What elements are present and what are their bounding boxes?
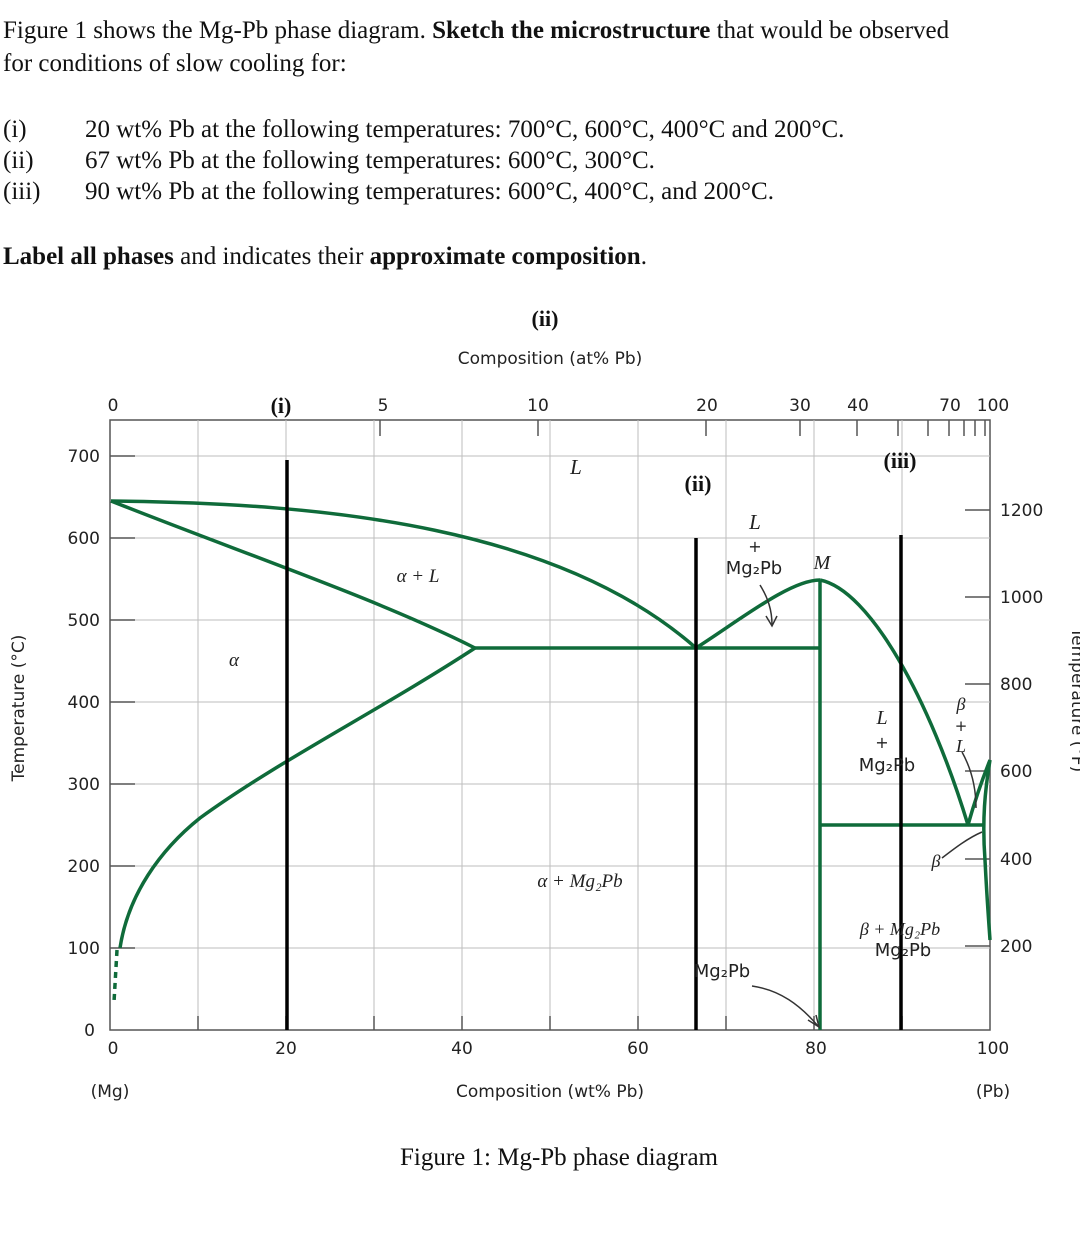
top-tick-label: 30 xyxy=(789,396,811,416)
arrow-l-mg2pb xyxy=(759,584,773,626)
label-text: and indicates their xyxy=(173,243,370,270)
mg2pb-line-label: Mg₂Pb xyxy=(694,961,750,982)
region-label-plus-right: + xyxy=(875,733,888,752)
bottom-axis-title: Composition (wt% Pb) xyxy=(456,1082,644,1102)
figure-caption: Figure 1: Mg-Pb phase diagram xyxy=(400,1144,719,1171)
region-label-beta-mg2pb: β + Mg₂Pb xyxy=(859,919,940,939)
arrows xyxy=(751,584,983,1029)
solvus-alpha-dashed xyxy=(112,949,119,1003)
mg-end-label: (Mg) xyxy=(91,1082,130,1102)
pb-end-label: (Pb) xyxy=(976,1082,1010,1102)
top-tick-label: 70 xyxy=(939,396,961,416)
region-label-l-right: L xyxy=(875,707,887,729)
top-tick-label: 0 xyxy=(108,396,119,416)
item-text: 20 wt% Pb at the following temperatures:… xyxy=(85,116,845,143)
right-tick-label: 800 xyxy=(1000,675,1032,695)
arrow-beta xyxy=(941,831,983,859)
right-tick-label: 200 xyxy=(1000,937,1032,957)
left-tick-label: 0 xyxy=(84,1021,95,1041)
composition-markers xyxy=(285,460,903,1030)
right-tick-label: 1000 xyxy=(1000,588,1043,608)
top-ticks xyxy=(379,420,986,436)
point-label-m: M xyxy=(813,552,832,574)
bottom-tick-label: 40 xyxy=(451,1039,473,1059)
bottom-tick-label: 60 xyxy=(627,1039,649,1059)
item-text: 90 wt% Pb at the following temperatures:… xyxy=(85,178,774,205)
marker-label-ii-top: (ii) xyxy=(532,306,559,331)
left-tick-label: 400 xyxy=(68,693,100,713)
top-tick-label: 20 xyxy=(696,396,718,416)
region-label-alpha-liquid: α + L xyxy=(397,566,440,587)
bottom-tick-label: 20 xyxy=(275,1039,297,1059)
region-label-beta-plus: + xyxy=(955,717,968,735)
intro-line-1: Figure 1 shows the Mg-Pb phase diagram. … xyxy=(3,14,1080,47)
region-label-mg2pb-right: Mg₂Pb xyxy=(859,755,915,776)
region-label-beta-solid: β xyxy=(931,851,941,871)
label-bold-1: Label all phases xyxy=(3,243,174,270)
solvus-beta xyxy=(982,759,992,941)
left-tick-label: 600 xyxy=(68,529,100,549)
intro-text-2: that would be observed xyxy=(710,17,950,44)
intro-text-1: Figure 1 shows the Mg-Pb phase diagram. xyxy=(3,17,433,44)
bottom-ticks xyxy=(197,1016,903,1030)
arrowhead xyxy=(807,1014,821,1029)
label-bold-2: approximate composition xyxy=(369,243,641,270)
bottom-tick-label: 100 xyxy=(977,1039,1009,1059)
arrow-beta-l xyxy=(961,751,977,809)
region-label-plus: + xyxy=(748,537,761,556)
marker-label-ii: (ii) xyxy=(685,471,712,496)
marker-label-i: (i) xyxy=(271,393,292,418)
right-tick-label: 1200 xyxy=(1000,501,1043,521)
top-axis-title: Composition (at% Pb) xyxy=(458,349,643,369)
left-tick-label: 100 xyxy=(68,939,100,959)
item-text: 67 wt% Pb at the following temperatures:… xyxy=(85,147,655,174)
label-end: . xyxy=(640,243,647,270)
intro-line-2: for conditions of slow cooling for: xyxy=(3,50,347,77)
region-label-l: L xyxy=(748,510,761,534)
liquidus-mg2pb-right xyxy=(819,578,970,826)
bottom-tick-label: 0 xyxy=(108,1039,119,1059)
item-number: (ii) xyxy=(3,147,34,174)
top-tick-label: 100 xyxy=(977,396,1009,416)
left-tick-label: 200 xyxy=(68,857,100,877)
left-ticks xyxy=(110,455,135,949)
arrow-mg2pb xyxy=(751,985,819,1027)
bottom-tick-label: 80 xyxy=(805,1039,827,1059)
item-number: (iii) xyxy=(3,178,41,205)
top-tick-label: 5 xyxy=(378,396,389,416)
liquidus-left xyxy=(110,499,698,650)
solidus-left xyxy=(110,499,476,650)
left-tick-label: 500 xyxy=(68,611,100,631)
right-tick-label: 400 xyxy=(1000,850,1032,870)
region-label-alpha: α xyxy=(229,650,240,671)
liquidus-mg2pb-left xyxy=(695,578,821,650)
item-number: (i) xyxy=(3,116,27,143)
left-axis-title: Temperature (°C) xyxy=(9,635,29,783)
label-instruction: Label all phases and indicates their app… xyxy=(3,240,647,273)
right-tick-label: 600 xyxy=(1000,762,1032,782)
top-tick-label: 40 xyxy=(847,396,869,416)
left-tick-label: 700 xyxy=(68,447,100,467)
region-label-beta-l: L xyxy=(955,736,966,756)
question-intro: Figure 1 shows the Mg-Pb phase diagram. … xyxy=(3,14,1080,80)
region-label-alpha-mg2pb: α + Mg₂Pb xyxy=(537,871,622,892)
region-label-beta: β xyxy=(956,694,966,714)
solvus-alpha xyxy=(118,646,476,949)
region-label-mg2pb: Mg₂Pb xyxy=(726,558,782,579)
left-tick-label: 300 xyxy=(68,775,100,795)
region-label-mg2pb-lower: Mg₂Pb xyxy=(875,940,931,961)
right-axis-title: Temperature (°F) xyxy=(1067,627,1080,773)
phase-diagram: Composition (at% Pb) 0 5 10 20 30 40 70 … xyxy=(9,306,1080,1102)
region-label-liquid: L xyxy=(569,455,582,479)
top-tick-label: 10 xyxy=(527,396,549,416)
intro-bold: Sketch the microstructure xyxy=(432,17,711,44)
marker-label-iii: (iii) xyxy=(884,448,917,473)
arrowhead xyxy=(765,615,778,628)
